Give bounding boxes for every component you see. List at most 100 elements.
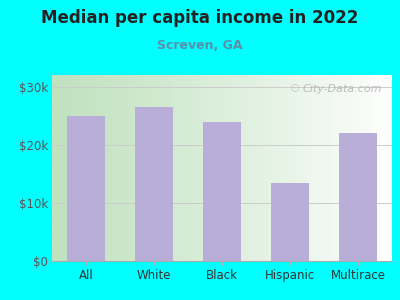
Bar <box>123 75 127 261</box>
Bar <box>317 75 321 261</box>
Bar <box>263 75 266 261</box>
Bar <box>365 75 368 261</box>
Bar <box>120 75 123 261</box>
Bar <box>144 75 147 261</box>
Bar <box>137 75 140 261</box>
Bar <box>236 75 239 261</box>
Bar <box>195 75 198 261</box>
Bar <box>362 75 365 261</box>
Bar <box>344 75 348 261</box>
Bar <box>239 75 242 261</box>
Bar <box>93 75 96 261</box>
Bar <box>82 75 86 261</box>
Bar <box>266 75 270 261</box>
Bar <box>147 75 151 261</box>
Bar <box>134 75 137 261</box>
Bar <box>188 75 192 261</box>
Bar <box>286 75 290 261</box>
Bar <box>222 75 226 261</box>
Bar <box>324 75 328 261</box>
Bar <box>52 75 55 261</box>
Bar <box>127 75 130 261</box>
Bar <box>130 75 134 261</box>
Bar <box>249 75 253 261</box>
Bar <box>55 75 59 261</box>
Bar <box>297 75 300 261</box>
Bar <box>164 75 168 261</box>
Bar <box>103 75 106 261</box>
Bar <box>314 75 317 261</box>
Bar <box>242 75 246 261</box>
Bar <box>321 75 324 261</box>
Bar <box>358 75 362 261</box>
Bar <box>86 75 90 261</box>
Bar <box>334 75 338 261</box>
Bar <box>259 75 263 261</box>
Bar <box>181 75 185 261</box>
Bar <box>140 75 144 261</box>
Bar <box>202 75 205 261</box>
Bar <box>339 133 377 261</box>
Bar <box>246 75 249 261</box>
Bar <box>117 75 120 261</box>
Bar <box>96 75 100 261</box>
Bar <box>135 107 173 261</box>
Bar <box>208 75 212 261</box>
Bar <box>178 75 181 261</box>
Bar <box>389 75 392 261</box>
Bar <box>338 75 341 261</box>
Bar <box>212 75 215 261</box>
Text: ⊙: ⊙ <box>290 82 300 95</box>
Bar <box>215 75 218 261</box>
Bar <box>328 75 331 261</box>
Bar <box>276 75 280 261</box>
Bar <box>283 75 286 261</box>
Bar <box>198 75 202 261</box>
Bar <box>270 75 273 261</box>
Bar <box>290 75 293 261</box>
Text: City-Data.com: City-Data.com <box>302 84 382 94</box>
Bar <box>293 75 297 261</box>
Text: Median per capita income in 2022: Median per capita income in 2022 <box>41 9 359 27</box>
Bar <box>171 75 174 261</box>
Bar <box>106 75 110 261</box>
Bar <box>90 75 93 261</box>
Bar <box>62 75 66 261</box>
Bar <box>158 75 161 261</box>
Bar <box>232 75 236 261</box>
Bar <box>368 75 372 261</box>
Bar <box>59 75 62 261</box>
Bar <box>67 116 105 261</box>
Bar <box>229 75 232 261</box>
Bar <box>113 75 117 261</box>
Bar <box>205 75 208 261</box>
Bar <box>72 75 76 261</box>
Bar <box>280 75 283 261</box>
Bar <box>341 75 344 261</box>
Bar <box>203 122 241 261</box>
Bar <box>168 75 171 261</box>
Bar <box>76 75 79 261</box>
Bar <box>385 75 389 261</box>
Bar <box>372 75 375 261</box>
Bar <box>185 75 188 261</box>
Bar <box>382 75 385 261</box>
Bar <box>304 75 307 261</box>
Bar <box>355 75 358 261</box>
Bar <box>69 75 72 261</box>
Bar <box>219 75 222 261</box>
Bar <box>331 75 334 261</box>
Bar <box>66 75 69 261</box>
Bar <box>174 75 178 261</box>
Bar <box>300 75 304 261</box>
Bar <box>154 75 158 261</box>
Bar <box>307 75 310 261</box>
Bar <box>253 75 256 261</box>
Bar <box>79 75 82 261</box>
Bar <box>378 75 382 261</box>
Bar <box>271 182 309 261</box>
Bar <box>110 75 113 261</box>
Bar <box>150 75 154 261</box>
Bar <box>226 75 229 261</box>
Text: Screven, GA: Screven, GA <box>157 39 243 52</box>
